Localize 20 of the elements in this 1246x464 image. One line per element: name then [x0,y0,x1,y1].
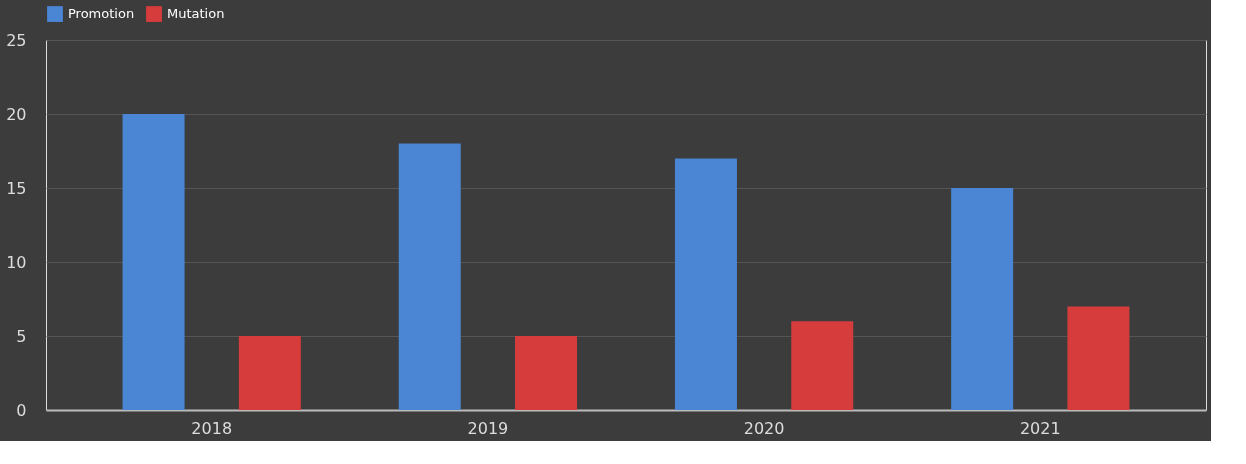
y-tick-label: 5 [16,326,27,346]
y-tick-label: 20 [6,104,27,124]
y-tick-label: 15 [6,178,27,198]
bar [951,188,1014,410]
bar [122,114,185,410]
x-tick-label: 2018 [191,418,233,438]
bar [1067,306,1130,410]
bar [674,158,737,410]
x-tick-label: 2019 [467,418,509,438]
legend-label: Promotion [68,6,135,22]
bar [515,336,578,410]
x-tick-label: 2020 [743,418,785,438]
y-tick-label: 25 [6,30,27,50]
y-tick-label: 0 [16,400,27,420]
legend-label: Mutation [167,6,225,22]
bar [791,321,854,410]
x-tick-label: 2021 [1019,418,1061,438]
bar [238,336,301,410]
bar [398,143,461,410]
y-tick-label: 10 [6,252,27,272]
